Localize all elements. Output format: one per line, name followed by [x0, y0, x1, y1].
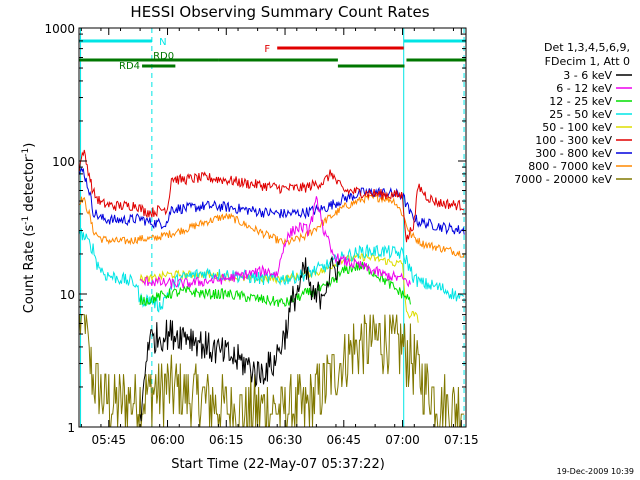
y-tick-label-2: 100 [52, 155, 75, 169]
x-tick-label-6: 07:15 [444, 433, 479, 447]
series-line-4 [139, 252, 419, 323]
legend-label-5: 100 - 300 keV [535, 134, 612, 147]
legend-label-3: 25 - 50 keV [549, 108, 612, 121]
legend-label-6: 300 - 800 keV [535, 147, 612, 160]
legend: Det 1,3,4,5,6,9, FDecim 1, Att 0 3 - 6 k… [514, 41, 632, 186]
legend-label-1: 6 - 12 keV [556, 82, 612, 95]
series-line-5 [78, 149, 465, 243]
x-tick-label-1: 06:00 [150, 433, 185, 447]
y-tick-label-3: 1000 [44, 22, 75, 36]
x-axis-label: Start Time (22-May-07 05:37:22) [171, 457, 385, 472]
flag-label-2: RD0 [153, 51, 174, 62]
generation-timestamp: 19-Dec-2009 10:39 [557, 467, 634, 476]
legend-label-2: 12 - 25 keV [549, 95, 612, 108]
x-tick-label-0: 05:45 [91, 433, 126, 447]
flag-label-0: N [159, 37, 166, 48]
legend-label-0: 3 - 6 keV [563, 69, 612, 82]
flag-label-3: RD4 [119, 61, 140, 72]
x-axis: 05:45 06:00 06:15 06:30 06:45 07:00 07:15 [80, 28, 479, 447]
y-axis: 1 10 100 1000 [44, 22, 466, 435]
chart-title: HESSI Observing Summary Count Rates [130, 3, 429, 21]
series-line-0 [139, 255, 341, 422]
y-axis-label: Count Rate (s-1 detector-1) [21, 143, 37, 314]
series-line-8 [78, 314, 465, 428]
series-line-3 [78, 228, 465, 313]
flag-label-1: F [264, 44, 270, 55]
series-line-7 [79, 193, 465, 258]
x-tick-label-2: 06:15 [209, 433, 244, 447]
y-tick-label-1: 10 [60, 288, 75, 302]
x-tick-label-5: 07:00 [385, 433, 420, 447]
x-tick-label-3: 06:30 [268, 433, 303, 447]
legend-header-line-2: FDecim 1, Att 0 [545, 55, 630, 68]
flags-layer: N F RD0 RD4 [79, 37, 466, 72]
legend-label-4: 50 - 100 keV [542, 121, 612, 134]
series-line-1 [139, 196, 411, 289]
legend-header-line-1: Det 1,3,4,5,6,9, [544, 41, 630, 54]
legend-label-8: 7000 - 20000 keV [514, 173, 612, 186]
series-layer [78, 149, 465, 428]
plot-frame [78, 27, 467, 428]
y-tick-label-0: 1 [67, 421, 75, 435]
x-tick-label-4: 06:45 [326, 433, 361, 447]
legend-label-7: 800 - 7000 keV [528, 160, 612, 173]
vertical-markers [80, 28, 465, 427]
